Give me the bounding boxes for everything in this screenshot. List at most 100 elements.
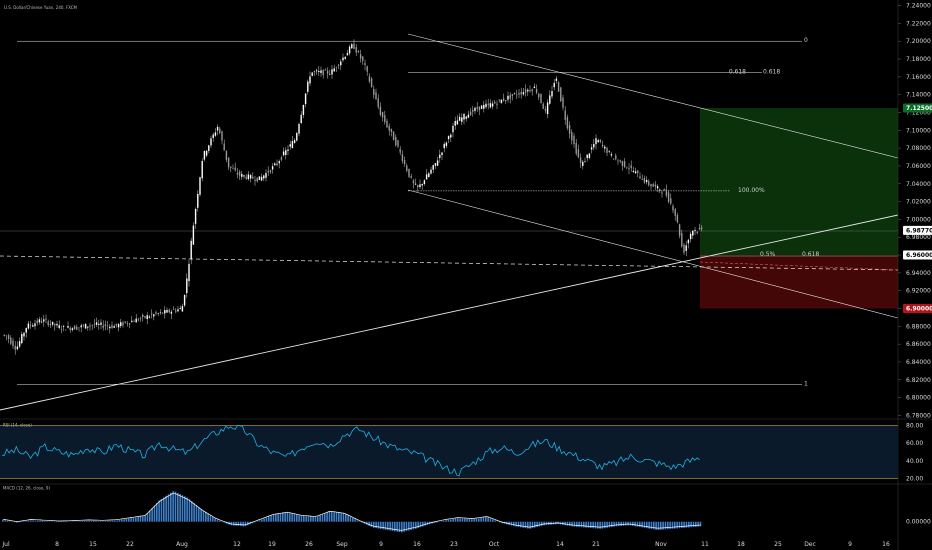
candle-body (159, 312, 162, 313)
candle-body (186, 278, 188, 294)
macd-histogram-bar (97, 521, 100, 522)
candle-body (509, 95, 511, 99)
macd-histogram-bar (415, 521, 417, 529)
macd-histogram-bar (233, 521, 235, 526)
macd-histogram-bar (657, 521, 660, 530)
macd-histogram-bar (349, 516, 352, 522)
candle-body (148, 316, 151, 318)
candle-body (469, 111, 472, 115)
candle-body (630, 165, 632, 169)
candle-body (117, 324, 120, 328)
candle-body (128, 323, 131, 325)
candle-body (608, 151, 610, 152)
candle-body (674, 209, 676, 216)
candle-body (590, 147, 593, 150)
macd-histogram-bar (354, 519, 356, 522)
candle-body (126, 323, 129, 324)
macd-histogram-bar (615, 521, 618, 527)
macd-histogram-bar (534, 521, 536, 528)
candle-body (700, 227, 703, 230)
macd-histogram-bar (291, 513, 293, 522)
macd-histogram-bar (268, 516, 270, 522)
candle-body (164, 310, 166, 314)
candle-body (54, 323, 56, 326)
candle-body (344, 56, 346, 59)
macd-histogram-bar (114, 520, 116, 522)
macd-histogram-bar (426, 521, 429, 525)
macd-histogram-bar (121, 519, 123, 522)
macd-histogram-bar (590, 521, 592, 529)
descending-channel-lower[interactable] (407, 189, 899, 319)
candle-body (432, 165, 434, 170)
candle-body (454, 121, 456, 126)
macd-histogram-bar (606, 521, 608, 528)
macd-histogram-bar (599, 521, 601, 529)
candle-body (249, 175, 252, 179)
ascending-trendline[interactable] (0, 214, 899, 411)
long-position-stop-zone[interactable] (700, 255, 898, 309)
candle-body (639, 176, 641, 179)
macd-histogram-bar (527, 521, 529, 529)
candle-body (219, 128, 221, 133)
price-pane[interactable]: 0 0.618 0.618 1 100.00% 0.5% 0.618 (0, 33, 899, 411)
descending-channel-upper[interactable] (407, 33, 899, 159)
price-badge-current[interactable] (903, 225, 932, 235)
candle-body (269, 170, 272, 173)
macd-histogram-bar (312, 516, 314, 522)
candle-body (443, 143, 445, 149)
candle-body (520, 91, 522, 95)
macd-histogram-bar (580, 521, 583, 528)
time-axis[interactable]: Jul 8 15 22 Aug 12 19 26 Sep 9 16 23 Oct 14 21 Nov 11 18 2… (1, 541, 890, 548)
candle-body (106, 325, 109, 327)
candle-body (298, 124, 300, 134)
macd-histogram-bar (340, 512, 342, 522)
macd-histogram-bar (298, 515, 300, 522)
price-badge-entry[interactable] (903, 250, 932, 260)
candle-body (23, 332, 25, 337)
price-badge-target[interactable] (903, 103, 932, 113)
candle-body (577, 149, 580, 158)
candle-body (324, 69, 327, 71)
macd-histogram-bar (594, 521, 597, 529)
candle-body (439, 154, 441, 158)
candle-body (505, 100, 507, 101)
candle-body (652, 184, 654, 187)
macd-histogram-bar (585, 521, 587, 528)
macd-histogram-bar (193, 503, 195, 522)
macd-pane[interactable]: 0.00000 (2, 491, 931, 533)
candle-body (467, 114, 470, 118)
price-badge-stop[interactable] (903, 304, 932, 314)
macd-histogram-bar (373, 521, 375, 528)
candle-body (166, 309, 168, 313)
macd-histogram-bar (629, 521, 632, 526)
candle-body (615, 155, 617, 160)
zone-dashed-line[interactable] (699, 261, 899, 271)
candle-body (29, 325, 32, 326)
candle-body (276, 163, 278, 165)
candle-body (62, 326, 65, 327)
long-position-profit-zone[interactable] (700, 108, 898, 256)
candle-body (58, 325, 60, 328)
macd-histogram-bar (646, 521, 648, 529)
candle-body (450, 134, 452, 138)
candle-body (384, 115, 386, 123)
macd-histogram-bar (685, 521, 688, 528)
candle-body (373, 89, 375, 95)
macd-histogram-bar (186, 497, 188, 522)
macd-histogram-bar (450, 519, 452, 522)
candle-body (326, 70, 329, 74)
candle-body (304, 93, 307, 105)
price-tick-label: 7.00000 (906, 216, 931, 223)
macd-histogram-bar (405, 521, 408, 532)
rsi-pane[interactable]: 80.00 60.00 40.00 20.00 (0, 422, 923, 483)
macd-histogram-bar (678, 521, 681, 529)
macd-histogram-bar (235, 521, 237, 526)
entry-dashed-line[interactable] (0, 255, 899, 271)
candle-body (245, 176, 247, 179)
price-axis[interactable]: 7.24000 7.22000 7.20000 7.18000 7.16000 7.140… (897, 0, 932, 550)
rsi-tick-label: 40.00 (906, 458, 923, 465)
price-tick-label: 7.22000 (906, 20, 931, 27)
drawing-tools[interactable] (0, 33, 899, 411)
candle-body (654, 184, 657, 187)
